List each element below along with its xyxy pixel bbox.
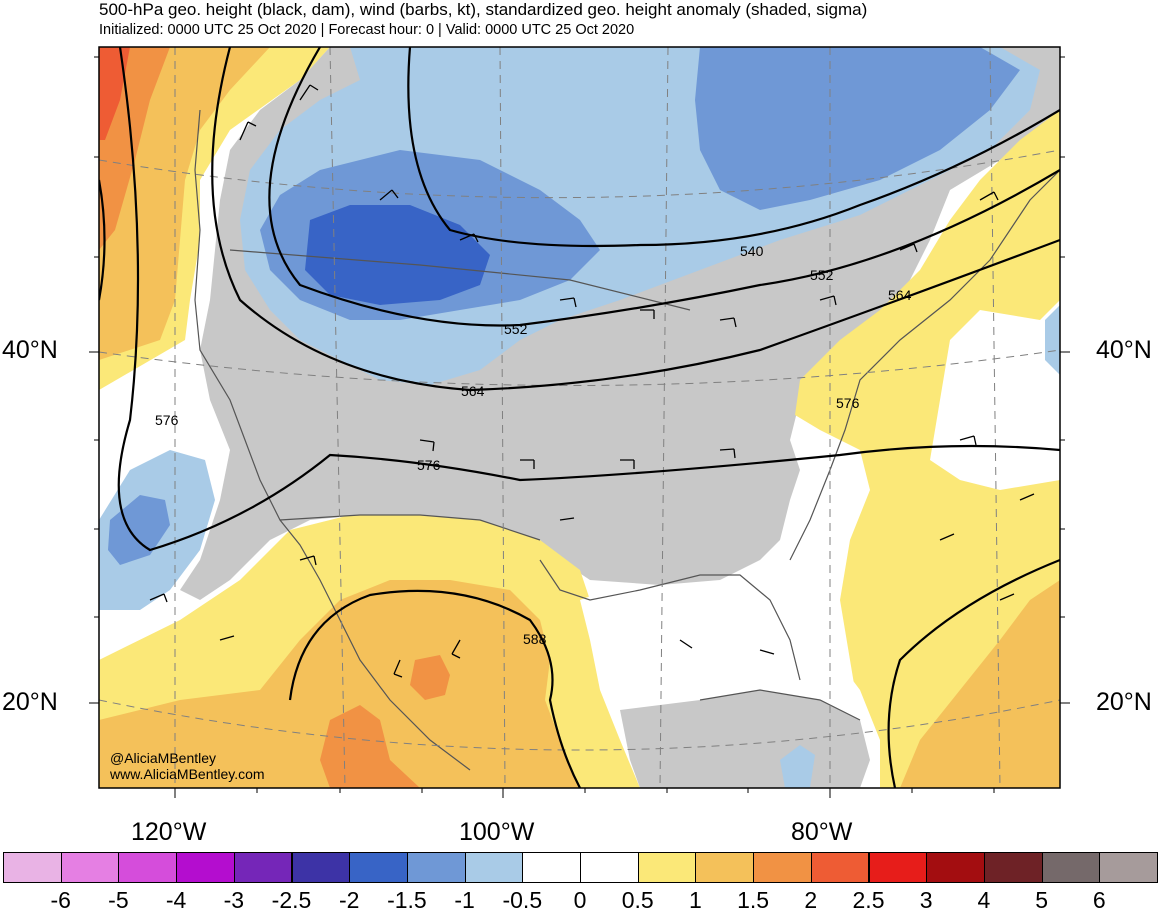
contour-label: 564: [461, 383, 485, 399]
colorbar-cell: [695, 852, 755, 883]
coastlines: [194, 109, 1060, 771]
atlantic-negative-anomaly: [1045, 305, 1060, 375]
colorbar-cell: [118, 852, 178, 883]
contour-label: 564: [888, 287, 912, 303]
weather-map: 540 552 564 576 552 564 576 576 588: [89, 46, 1070, 798]
contour-label: 588: [523, 631, 547, 647]
colorbar-cell: [1099, 852, 1158, 883]
colorbar-label: -6: [50, 887, 71, 913]
colorbar-label: -2: [338, 887, 360, 913]
colorbar-cell: [753, 852, 812, 883]
eastern-positive-anomaly-1-5: [900, 580, 1060, 788]
mexico-positive-anomaly-2b: [410, 655, 450, 700]
longitude-label-120w: 120°W: [131, 818, 207, 846]
latitude-label-20n-right: 20°N: [1096, 688, 1152, 716]
map-subtitle: Initialized: 0000 UTC 25 Oct 2020 | Fore…: [99, 22, 635, 38]
colorbar-label: -3: [223, 887, 245, 913]
colorbar-label: 1: [688, 887, 702, 913]
colorbar-label: 0: [573, 887, 587, 913]
contour-label: 552: [810, 267, 834, 283]
contour-564-west: [99, 179, 106, 301]
colorbar-cell: [810, 852, 870, 883]
graticule: [99, 47, 1060, 788]
caribbean-negative-anomaly: [780, 745, 815, 788]
colorbar-label: 0.5: [621, 887, 654, 913]
colorbar-cell: [580, 852, 639, 883]
longitude-label-80w: 80°W: [791, 818, 853, 846]
colorbar-label: 2: [804, 887, 818, 913]
colorbar-cell: [176, 852, 235, 883]
credit-website: www.AliciaMBentley.com: [110, 766, 265, 782]
colorbar-cell: [291, 852, 351, 883]
axis-ticks: [89, 56, 1070, 798]
colorbar-label: -1.5: [387, 887, 427, 913]
colorbar-cell: [637, 852, 697, 883]
colorbar-label: 1.5: [737, 887, 770, 913]
colorbar-cell: [983, 852, 1043, 883]
contour-label: 540: [740, 243, 764, 259]
height-contours: [99, 47, 1060, 788]
mexico-positive-anomaly-1-5: [99, 580, 580, 788]
colorbar-cell: [233, 852, 293, 883]
colorbar-cell: [349, 852, 408, 883]
contour-588: [288, 589, 581, 788]
map-title: 500-hPa geo. height (black, dam), wind (…: [99, 0, 868, 19]
contour-564: [211, 47, 1060, 392]
latitude-label-40n-right: 40°N: [1096, 336, 1152, 364]
colorbar-label: -2.5: [271, 887, 312, 913]
contour-576: [117, 47, 1060, 552]
colorbar-label: -0.5: [502, 887, 543, 913]
negative-anomaly-1-5: [305, 205, 490, 305]
colorbar-label: -4: [165, 887, 187, 913]
latitude-label-40n-left: 40°N: [2, 336, 58, 364]
colorbar-cell: [3, 852, 62, 883]
latitude-label-20n-left: 20°N: [2, 688, 58, 716]
contour-label-group: 540 552 564 576 552 564 576 576 588: [155, 243, 912, 647]
credit-twitter: @AliciaMBentley: [110, 750, 217, 766]
longitude-label-100w: 100°W: [459, 818, 535, 846]
map-field: 540 552 564 576 552 564 576 576 588: [99, 47, 1060, 788]
colorbar-cell: [464, 852, 524, 883]
colorbar-label: -1: [454, 887, 475, 913]
colorbar-cell: [868, 852, 928, 883]
colorbar-cell: [60, 852, 120, 883]
colorbar-label: 4: [977, 887, 991, 913]
colorbar-label: 3: [919, 887, 933, 913]
anomaly-colorbar: -6 -5 -4 -3 -2.5 -2 -1.5 -1 -0.5 0 0.5 1 1.5 2 2.5 3 4 5 6: [0, 852, 1160, 913]
map-frame: [98, 46, 1061, 789]
contour-552: [268, 47, 1060, 327]
contour-label: 576: [836, 395, 860, 411]
colorbar-label: 5: [1035, 887, 1048, 913]
colorbar-cell: [522, 852, 581, 883]
wind-barbs: [149, 84, 1035, 678]
contour-label: 576: [417, 457, 441, 473]
eastern-positive-anomaly: [795, 110, 1060, 788]
colorbar-cell: [926, 852, 985, 883]
contour-label: 552: [504, 321, 528, 337]
contour-540: [407, 47, 1060, 248]
colorbar-cell: [1041, 852, 1101, 883]
colorbar-cell: [406, 852, 466, 883]
colorbar-label: 6: [1092, 887, 1106, 913]
colorbar-label: -5: [108, 887, 129, 913]
negative-anomaly-1-east: [695, 47, 1020, 210]
contour-label: 576: [155, 412, 179, 428]
colorbar-label: 2.5: [852, 887, 885, 913]
contour-588-east: [887, 558, 1060, 788]
